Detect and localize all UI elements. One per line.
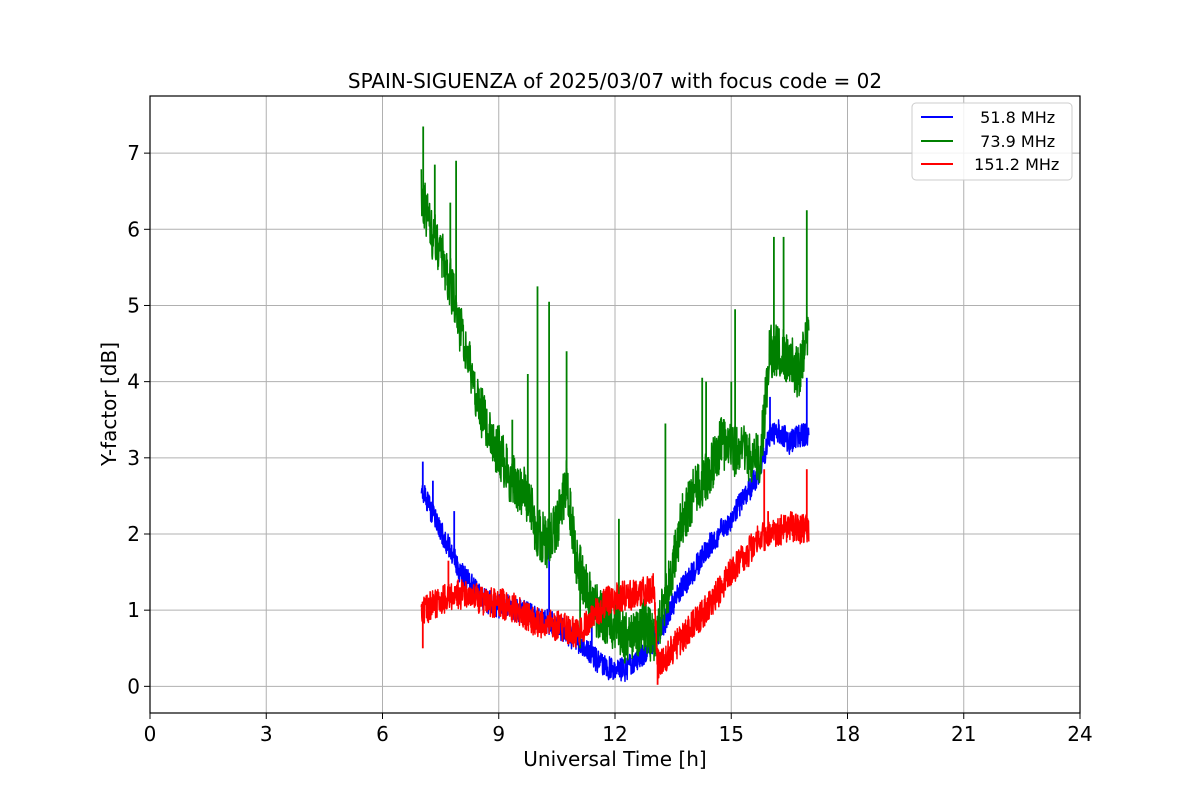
x-tick-label: 18 xyxy=(835,722,860,746)
x-tick-label: 0 xyxy=(144,722,157,746)
x-tick-label: 12 xyxy=(602,722,627,746)
y-tick-label: 4 xyxy=(127,370,140,394)
series-layer xyxy=(420,126,810,685)
series-line-151-2-mhz xyxy=(420,511,810,679)
y-tick-label: 3 xyxy=(127,446,140,470)
x-axis-title: Universal Time [h] xyxy=(523,747,706,771)
legend-label-151-2: 151.2 MHz xyxy=(964,155,1059,174)
y-axis-title: Y-factor [dB] xyxy=(97,342,121,467)
legend-box xyxy=(911,102,1073,181)
x-tick-label: 21 xyxy=(951,722,976,746)
y-tick-label: 7 xyxy=(127,141,140,165)
y-tick-label: 5 xyxy=(127,293,140,317)
y-tick-label: 0 xyxy=(127,674,140,698)
series-line-73-9-mhz xyxy=(420,169,810,662)
legend: 51.8 MHz 73.9 MHz 151.2 MHz xyxy=(911,102,1073,181)
x-tick-label: 3 xyxy=(260,722,273,746)
legend-label-51-8: 51.8 MHz xyxy=(970,108,1055,127)
x-tick-label: 6 xyxy=(376,722,389,746)
chart-title: SPAIN-SIGUENZA of 2025/03/07 with focus … xyxy=(348,69,882,93)
y-tick-label: 1 xyxy=(127,598,140,622)
x-tick-label: 9 xyxy=(492,722,505,746)
legend-label-73-9: 73.9 MHz xyxy=(970,132,1055,151)
x-tick-label: 15 xyxy=(719,722,744,746)
y-tick-label: 6 xyxy=(127,217,140,241)
x-tick-label: 24 xyxy=(1067,722,1092,746)
y-tick-label: 2 xyxy=(127,522,140,546)
